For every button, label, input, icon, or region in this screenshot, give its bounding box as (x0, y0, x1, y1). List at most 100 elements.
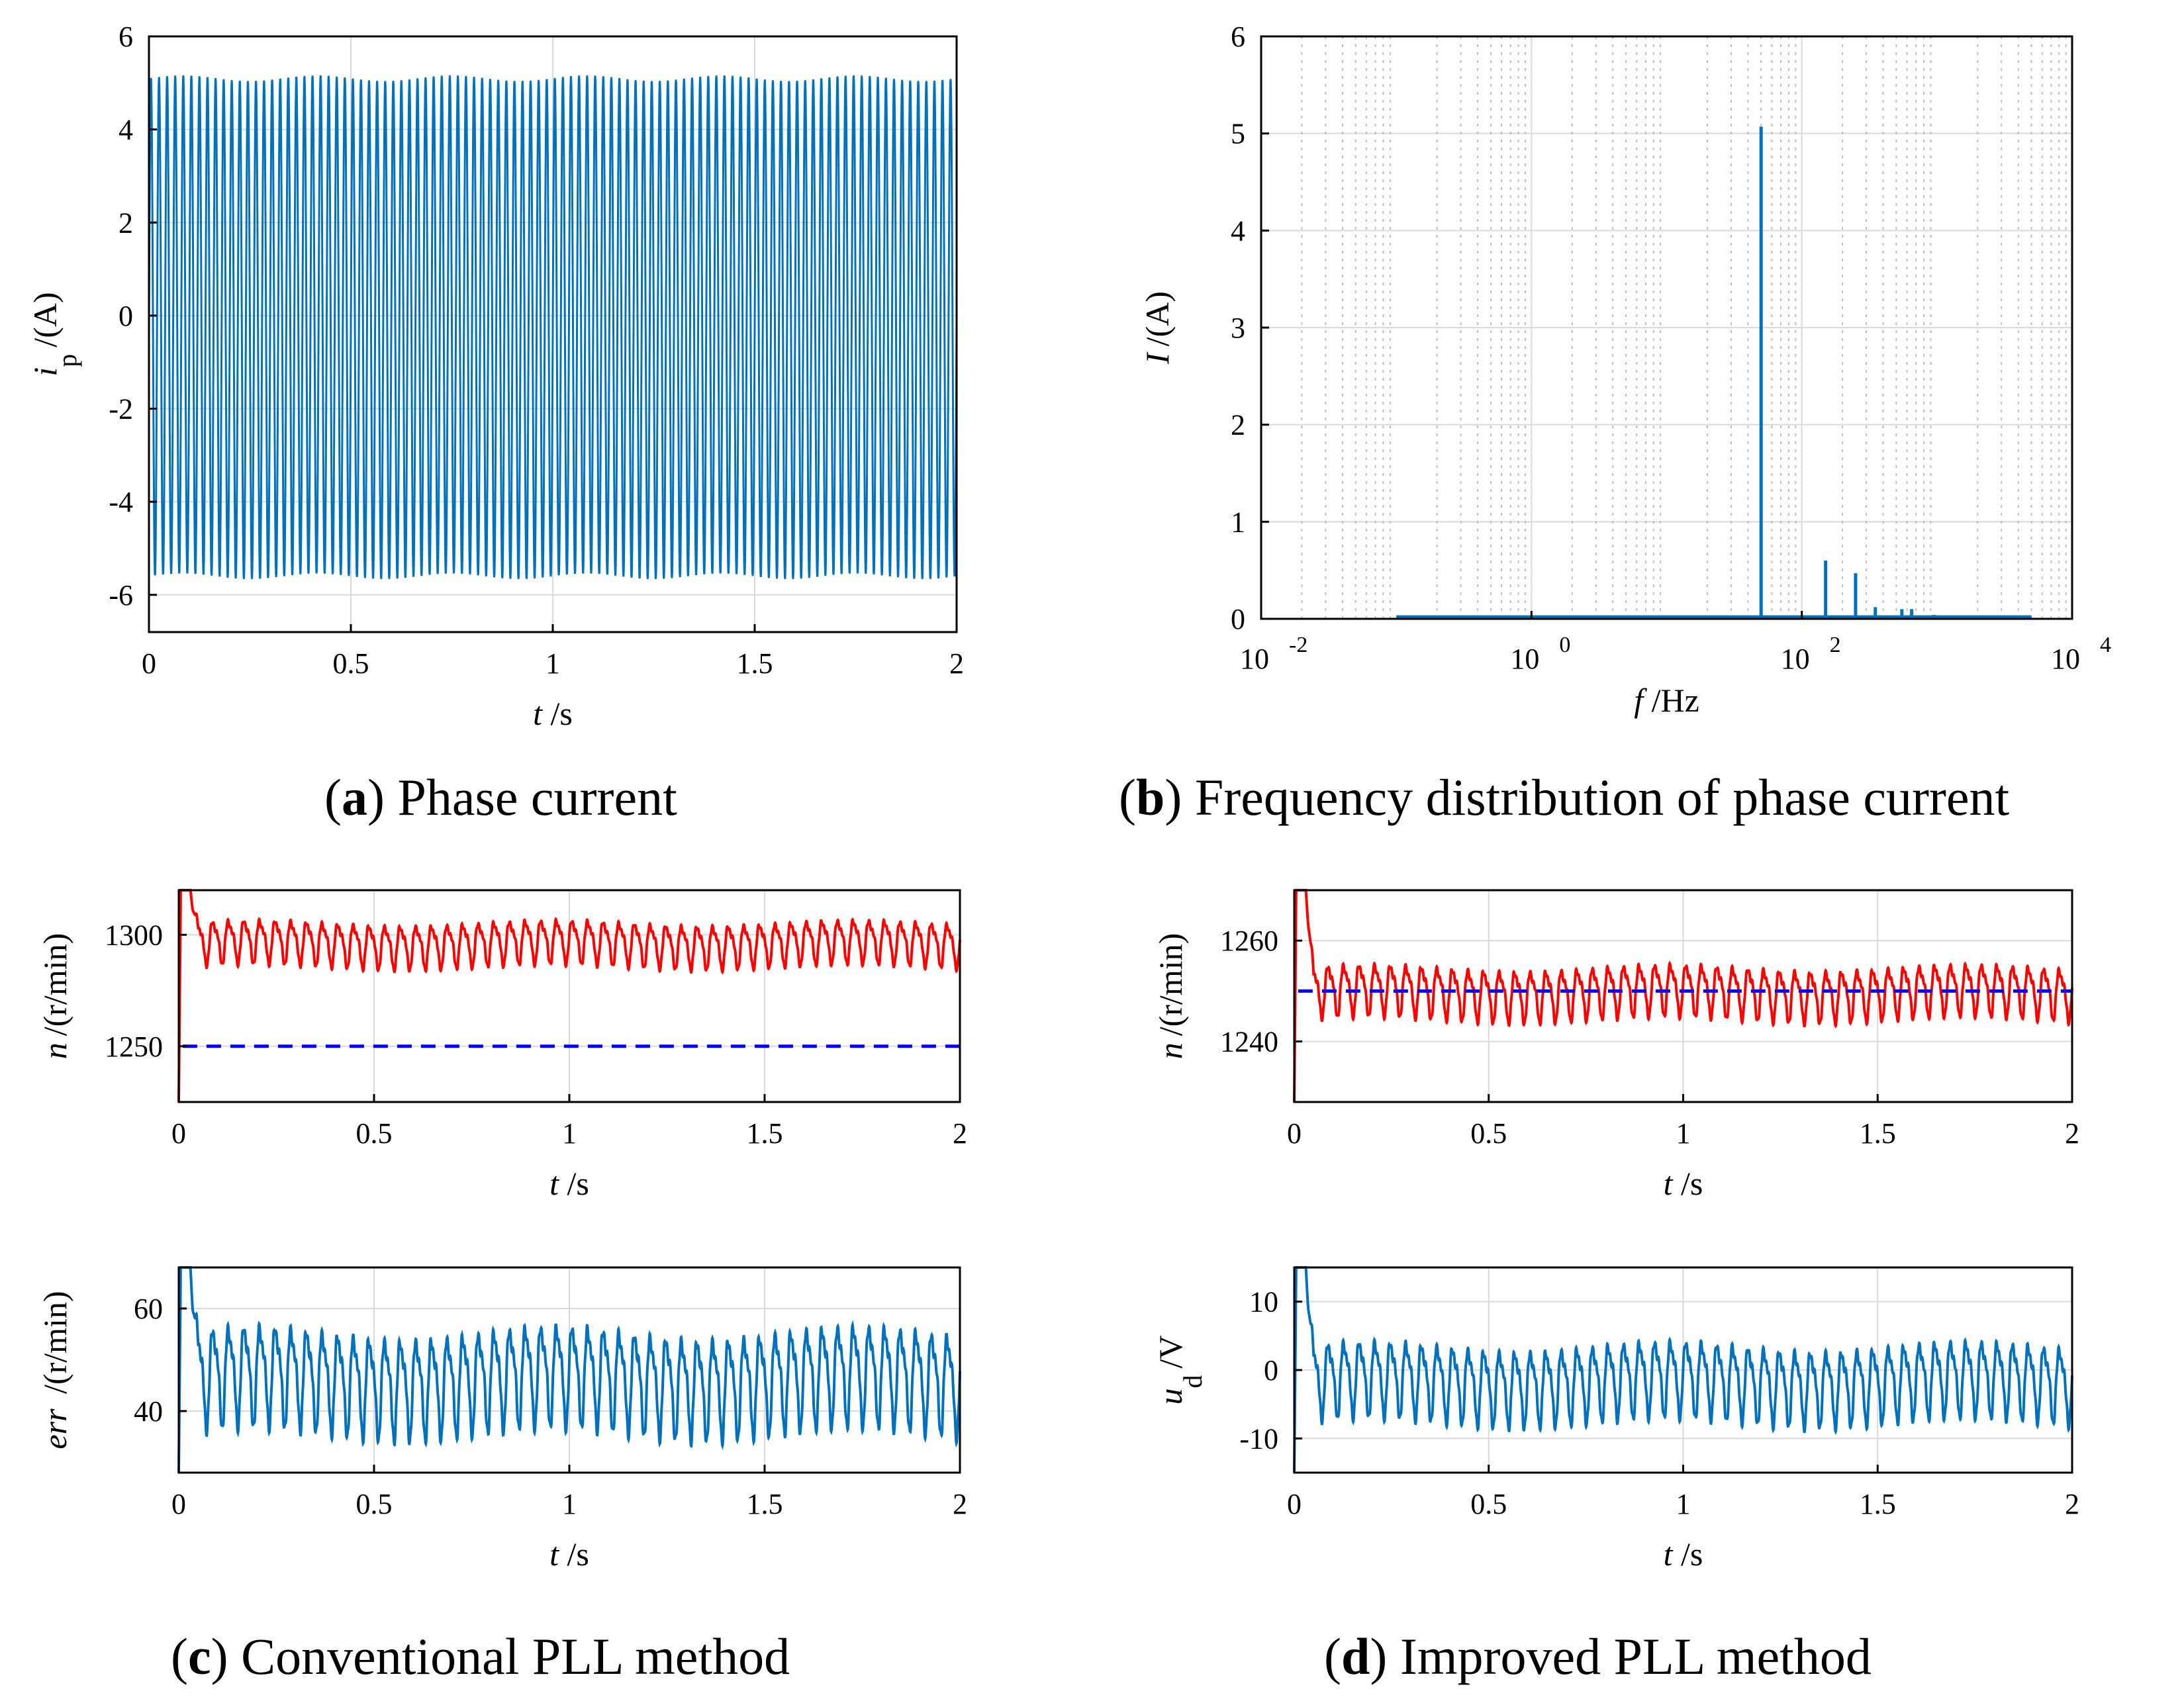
x-tick-label: 10 (1240, 643, 1269, 675)
x-tick-label: 0.5 (356, 1117, 393, 1150)
x-tick-label: 1.5 (1860, 1117, 1896, 1150)
y-tick-label: 5 (1231, 118, 1245, 150)
y-tick-label: 4 (119, 114, 133, 146)
y-tick-label: 10 (1249, 1286, 1278, 1318)
grid-c_top (178, 890, 961, 1102)
chart-a: 0 0.5 1 1.5 2 -6 -4 -2 0 2 4 6 t /s ip/(A) (26, 21, 964, 732)
caption-b-letter: b (1135, 768, 1165, 826)
y-axis-label: I/(A) (1139, 291, 1176, 365)
ticks-c_bot: 0 0.5 1 1.5 2 40 60 (134, 1293, 967, 1520)
x-axis-label: t /s (549, 1165, 589, 1202)
y-axis-label: ip/(A) (26, 292, 82, 376)
caption-a-letter: a (341, 768, 367, 826)
x-tick-label: 10 (1781, 643, 1810, 675)
y-tick-label: -4 (109, 486, 133, 518)
x-tick-label: 0 (142, 647, 156, 680)
series-line (177, 889, 961, 1103)
ticks-c_top: 0 0.5 1 1.5 2 1250 1300 (105, 919, 967, 1150)
series-line (1293, 889, 2073, 1103)
x-axis-label: t /s (1664, 1165, 1703, 1202)
x-axis-label: t /s (533, 695, 573, 732)
y-tick-label: 60 (134, 1293, 163, 1325)
x-axis-label: t /s (549, 1536, 589, 1573)
y-axis-label: err /(r/min) (36, 1291, 73, 1449)
y-tick-label: -2 (109, 393, 133, 426)
y-tick-label: 0 (119, 300, 133, 332)
y-tick-label: 0 (1231, 603, 1245, 635)
y-tick-label: 1 (1231, 506, 1245, 538)
chart-c_bot: 0 0.5 1 1.5 2 40 60 t /s err /(r/min) (36, 1266, 967, 1573)
chart-d_top: 0 0.5 1 1.5 2 1240 1260 t /s n/(r/min) (1152, 889, 2079, 1202)
ticks-d_bot: 0 0.5 1 1.5 2 -10 0 10 (1239, 1286, 2079, 1520)
y-tick-label: 6 (1231, 21, 1245, 53)
y-tick-label: 2 (119, 206, 133, 239)
x-tick-label: 2 (2065, 1488, 2079, 1520)
chart-b: 10 -2 10 0 10 2 10 4 0 1 2 3 4 5 6 f /Hz I/(A) (1139, 21, 2111, 719)
caption-b: (b) Frequency distribution of phase curr… (1119, 768, 2010, 826)
chart-d_bot: 0 0.5 1 1.5 2 -10 0 10 t /s ud/V (1152, 1266, 2079, 1573)
x-tick-label: 2 (2065, 1117, 2079, 1150)
y-axis-label: n/(r/min) (1152, 933, 1189, 1060)
series-line (1293, 1266, 2073, 1473)
caption-b-text: ) Frequency distribution of phase curren… (1164, 768, 2010, 826)
series-line (177, 1266, 961, 1473)
caption-d-letter: d (1341, 1628, 1370, 1685)
caption-a: (a) Phase current (324, 768, 677, 826)
x-tick-label: 2 (953, 1488, 967, 1520)
x-tick-label: 1.5 (1860, 1488, 1896, 1520)
x-tick-exponent: -2 (1289, 633, 1307, 657)
y-axis-label: n/(r/min) (36, 933, 73, 1060)
x-tick-label: 1.5 (737, 647, 773, 680)
series-d_bot (1293, 1266, 2073, 1473)
ticks-a: 0 0.5 1 1.5 2 -6 -4 -2 0 2 4 6 (109, 21, 964, 680)
caption-a-text: ) Phase current (367, 768, 677, 826)
x-tick-label: 0.5 (356, 1488, 393, 1520)
series-b (1396, 126, 2032, 619)
y-tick-label: -10 (1239, 1422, 1278, 1455)
caption-d-text: ) Improved PLL method (1370, 1628, 1872, 1685)
x-tick-label: 2 (953, 1117, 967, 1150)
x-tick-label: 1 (562, 1117, 577, 1150)
x-tick-label: 1.5 (747, 1488, 783, 1520)
x-tick-label: 0.5 (1470, 1117, 1507, 1150)
series-d_top (1293, 889, 2073, 1103)
x-tick-label: 2 (949, 647, 964, 680)
x-tick-label: 1 (1676, 1488, 1691, 1520)
series-line (148, 75, 958, 579)
x-tick-label: 1 (1676, 1117, 1691, 1150)
x-tick-label: 0 (1287, 1488, 1302, 1520)
ticks-d_top: 0 0.5 1 1.5 2 1240 1260 (1220, 925, 2079, 1150)
y-tick-label: 0 (1264, 1354, 1278, 1387)
x-tick-label: 1 (546, 647, 560, 680)
x-tick-label: 0.5 (333, 647, 369, 680)
x-axis-label: f /Hz (1634, 682, 1699, 719)
caption-d: (d) Improved PLL method (1324, 1628, 1872, 1685)
y-tick-label: 4 (1231, 214, 1245, 247)
x-tick-exponent: 2 (1830, 633, 1841, 657)
x-tick-label: 1.5 (747, 1117, 783, 1150)
caption-c-letter: c (187, 1628, 211, 1685)
series-a (148, 75, 958, 579)
x-tick-label: 0.5 (1470, 1488, 1507, 1520)
y-tick-label: 1260 (1220, 925, 1278, 957)
y-tick-label: 1240 (1220, 1026, 1278, 1058)
y-tick-label: 6 (119, 21, 133, 53)
x-tick-label: 0 (171, 1488, 186, 1520)
y-tick-label: 3 (1231, 312, 1245, 344)
series-c_top (177, 889, 961, 1103)
y-tick-label: 1250 (105, 1031, 163, 1063)
y-tick-label: -6 (109, 579, 133, 612)
x-tick-label: 0 (171, 1117, 186, 1150)
grid-b (1260, 36, 2073, 619)
x-tick-label: 1 (562, 1488, 577, 1520)
y-tick-label: 2 (1231, 409, 1245, 441)
x-tick-exponent: 0 (1559, 633, 1570, 657)
caption-c: (c) Conventional PLL method (171, 1628, 790, 1685)
x-tick-exponent: 4 (2100, 633, 2111, 657)
chart-c_top: 0 0.5 1 1.5 2 1250 1300 t /s n/(r/min) (36, 889, 967, 1202)
x-tick-label: 10 (2051, 643, 2080, 675)
y-axis-label: ud/V (1152, 1336, 1208, 1405)
caption-c-text: ) Conventional PLL method (211, 1628, 790, 1685)
ticks-b: 10 -2 10 0 10 2 10 4 0 1 2 3 4 5 6 (1231, 21, 2111, 675)
